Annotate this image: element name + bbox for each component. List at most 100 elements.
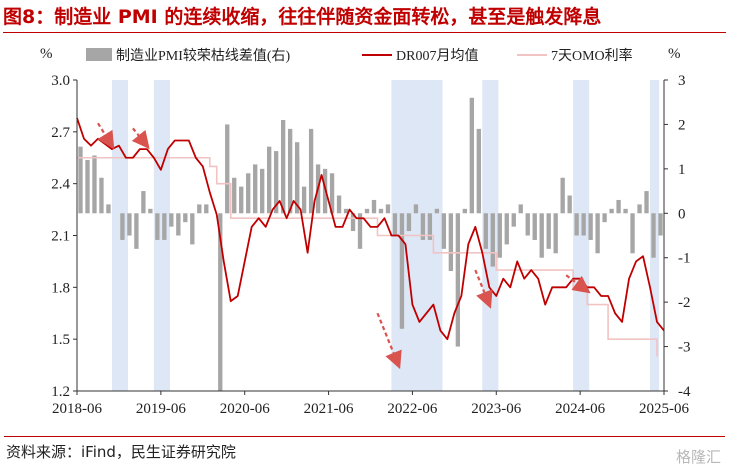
pmi-bar	[197, 204, 202, 214]
left-tick-label: 2.4	[51, 177, 70, 193]
x-tick-label: 2024-06	[555, 401, 605, 417]
pmi-bar	[637, 204, 642, 214]
axes: 3.0 2.7 2.4 2.1 1.8 1.5 1.2 3 2 1 0 -1 -2 -3 -4% % 2018-…	[40, 46, 691, 417]
x-tick-label: 2019-06	[136, 401, 186, 417]
pmi-bar	[99, 177, 104, 214]
pmi-bar	[630, 213, 635, 254]
pmi-bar	[511, 213, 516, 227]
pmi-bar	[260, 168, 265, 214]
pmi-bar	[483, 213, 488, 249]
pmi-bar	[546, 213, 551, 249]
dr007-line	[76, 117, 665, 341]
pmi-bar	[574, 213, 579, 236]
right-tick-label: -1	[678, 251, 691, 267]
left-tick-label: 1.2	[51, 384, 70, 400]
pmi-bar	[127, 213, 132, 236]
pmi-bar	[134, 213, 139, 249]
pmi-bar	[169, 213, 174, 227]
pmi-bar	[476, 128, 481, 214]
pmi-bar	[490, 213, 495, 267]
pmi-bars	[78, 97, 663, 391]
pmi-bar	[301, 186, 307, 214]
lines	[76, 117, 665, 357]
omo-line	[77, 156, 658, 357]
pmi-bar	[420, 213, 426, 240]
x-tick-label: 2020-06	[220, 401, 270, 417]
pmi-bar	[350, 213, 356, 232]
pmi-bar	[588, 213, 593, 240]
pmi-bar	[434, 208, 440, 214]
pmi-bar	[246, 173, 251, 214]
pmi-bar	[308, 128, 314, 214]
pmi-bar	[85, 159, 90, 214]
pmi-bar	[176, 213, 181, 236]
x-tick-label: 2022-06	[387, 401, 437, 417]
pmi-bar	[616, 199, 621, 214]
pmi-bar	[553, 213, 558, 254]
pmi-bar	[364, 208, 370, 214]
pmi-bar	[581, 213, 586, 236]
pmi-bar	[329, 173, 335, 214]
pmi-bar	[287, 128, 293, 214]
trend-arrow	[97, 122, 115, 150]
pmi-bar	[658, 213, 663, 236]
pmi-bar	[651, 213, 656, 258]
pmi-bar	[623, 208, 628, 214]
trend-arrow	[131, 127, 150, 150]
pmi-bar	[371, 199, 377, 214]
pmi-bar	[609, 208, 614, 214]
pmi-bar	[595, 213, 600, 254]
watermark: 格隆汇	[675, 448, 721, 466]
trend-arrow	[376, 312, 402, 370]
pmi-bar	[427, 213, 433, 240]
pmi-bar	[218, 213, 223, 391]
source-note: 资料来源：iFind，民生证券研究院	[4, 436, 725, 470]
chart-title: 图8：制造业 PMI 的连续收缩，往往伴随资金面转松，甚至是触发降息	[3, 2, 726, 33]
pmi-bar	[294, 142, 300, 214]
pmi-bar	[204, 204, 209, 214]
pmi-bar	[232, 177, 237, 214]
pmi-bar	[448, 213, 454, 272]
left-tick-label: 1.5	[51, 332, 70, 348]
x-tick-label: 2025-06	[639, 401, 689, 417]
pmi-bar	[539, 213, 544, 258]
pmi-bar	[385, 204, 391, 214]
pmi-bar	[532, 213, 537, 240]
right-tick-label: -4	[678, 384, 691, 400]
pmi-bar	[357, 213, 363, 249]
pmi-bar	[78, 146, 83, 214]
pmi-bar	[155, 213, 160, 240]
pmi-bar	[462, 208, 468, 214]
arrows	[97, 122, 591, 370]
pmi-bar	[504, 213, 509, 245]
right-tick-label: 0	[678, 206, 686, 222]
pmi-bar	[469, 97, 474, 214]
pmi-bar	[267, 146, 272, 214]
pmi-bar	[273, 151, 279, 214]
left-tick-label: 3.0	[51, 73, 70, 89]
chart: 3.0 2.7 2.4 2.1 1.8 1.5 1.2 3 2 1 0 -1 -2 -3 -4% % 2018-…	[40, 46, 691, 417]
pmi-bar	[162, 213, 167, 240]
legend-bar-label: 制造业PMI较荣枯线差值(右)	[116, 48, 291, 64]
right-tick-label: 1	[678, 162, 686, 178]
pmi-bar	[413, 204, 419, 214]
pmi-bar	[190, 213, 195, 245]
pmi-bar	[336, 195, 342, 214]
pmi-bar	[518, 204, 523, 214]
x-tick-label: 2023-06	[471, 401, 521, 417]
right-tick-label: -3	[678, 340, 691, 356]
pmi-bar	[392, 213, 398, 236]
pmi-bar	[567, 195, 572, 214]
x-tick-label: 2021-06	[304, 401, 354, 417]
left-tick-label: 2.1	[51, 229, 70, 245]
pmi-bar	[148, 208, 153, 214]
pmi-bar	[225, 124, 230, 214]
pmi-bar	[378, 208, 384, 214]
legend-dr007-label: DR007月均值	[396, 48, 478, 64]
right-tick-label: 2	[678, 117, 686, 133]
left-unit-label: %	[40, 46, 53, 62]
pmi-bar	[399, 213, 405, 329]
legend-omo-label: 7天OMO利率	[551, 47, 633, 64]
legend: 制造业PMI较荣枯线差值(右) DR007月均值 7天OMO利率	[86, 47, 633, 64]
pmi-bar	[253, 164, 258, 214]
